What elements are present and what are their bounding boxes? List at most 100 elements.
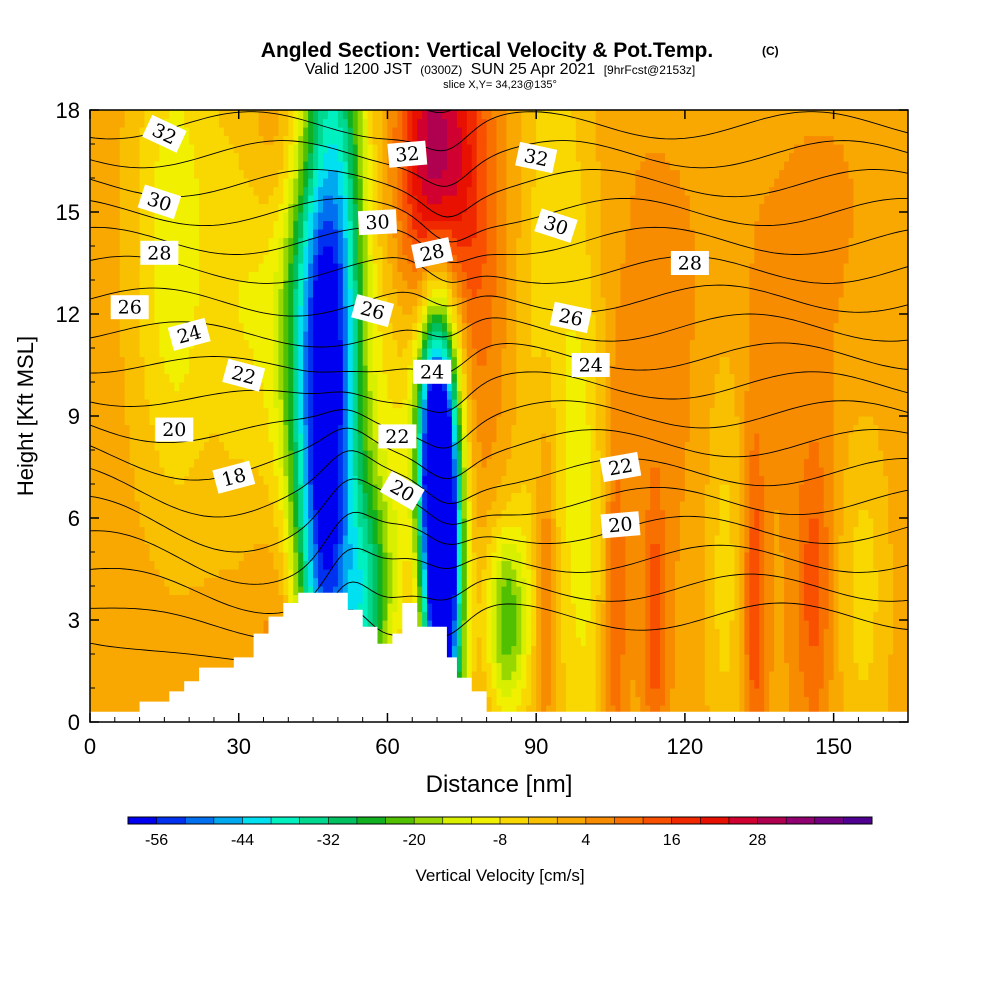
heatmap-cell (149, 373, 156, 383)
heatmap-cell (303, 169, 309, 179)
heatmap-cell (412, 407, 418, 417)
heatmap-cell (199, 552, 205, 562)
heatmap-cell (104, 382, 111, 392)
heatmap-cell (90, 288, 96, 298)
heatmap-cell (352, 399, 359, 409)
heatmap-cell (189, 586, 195, 596)
heatmap-cell (327, 186, 334, 196)
heatmap-cell (308, 560, 314, 570)
heatmap-cell (218, 237, 225, 247)
heatmap-cell (119, 161, 126, 171)
heatmap-cell (144, 518, 151, 528)
heatmap-cell (407, 518, 413, 528)
heatmap-cell (308, 161, 314, 171)
heatmap-cell (337, 271, 344, 281)
heatmap-cell (352, 526, 359, 536)
heatmap-cell (337, 254, 344, 264)
heatmap-cell (99, 679, 106, 689)
heatmap-cell (412, 390, 418, 400)
heatmap-cell (129, 152, 136, 162)
heatmap-cell (124, 280, 131, 290)
heatmap-cell (377, 535, 384, 545)
heatmap-cell (392, 195, 398, 205)
heatmap-cell (139, 220, 146, 230)
heatmap-cell (218, 263, 225, 273)
heatmap-cell (323, 382, 329, 392)
heatmap-cell (402, 586, 408, 596)
heatmap-cell (159, 220, 165, 230)
heatmap-cell (114, 254, 121, 264)
heatmap-cell (303, 178, 309, 188)
heatmap-cell (169, 280, 175, 290)
heatmap-cell (119, 229, 126, 239)
heatmap-cell (204, 390, 210, 400)
heatmap-cell (233, 509, 240, 519)
heatmap-cell (422, 569, 428, 579)
heatmap-cell (179, 161, 185, 171)
heatmap-cell (362, 254, 369, 264)
heatmap-cell (119, 688, 126, 698)
heatmap-cell (90, 144, 96, 154)
heatmap-cell (139, 526, 146, 536)
heatmap-cell (412, 229, 418, 239)
heatmap-cell (228, 518, 235, 528)
heatmap-cell (243, 348, 250, 358)
heatmap-cell (199, 569, 205, 579)
heatmap-cell (288, 169, 294, 179)
heatmap-cell (90, 135, 96, 145)
heatmap-cell (422, 424, 428, 434)
heatmap-cell (164, 399, 170, 409)
heatmap-cell (119, 662, 126, 672)
heatmap-cell (273, 186, 279, 196)
heatmap-cell (129, 407, 136, 417)
heatmap-cell (228, 637, 235, 647)
heatmap-cell (204, 263, 210, 273)
heatmap-cell (377, 237, 384, 247)
heatmap-cell (119, 637, 126, 647)
heatmap-cell (243, 424, 250, 434)
heatmap-cell (327, 220, 334, 230)
heatmap-cell (308, 382, 314, 392)
heatmap-cell (273, 178, 279, 188)
heatmap-cell (377, 348, 384, 358)
heatmap-cell (104, 246, 111, 256)
heatmap-cell (248, 339, 255, 349)
heatmap-cell (342, 152, 349, 162)
heatmap-cell (303, 229, 309, 239)
heatmap-cell (159, 450, 165, 460)
heatmap-cell (308, 543, 314, 553)
heatmap-cell (238, 552, 245, 562)
heatmap-cell (129, 552, 136, 562)
heatmap-cell (233, 322, 240, 332)
heatmap-cell (213, 662, 220, 672)
heatmap-cell (377, 390, 384, 400)
heatmap-cell (99, 569, 106, 579)
heatmap-cell (119, 441, 126, 451)
heatmap-cell (104, 399, 111, 409)
heatmap-cell (199, 560, 205, 570)
heatmap-cell (268, 416, 275, 426)
heatmap-cell (238, 271, 245, 281)
heatmap-cell (149, 407, 156, 417)
heatmap-cell (303, 220, 309, 230)
heatmap-cell (372, 467, 379, 477)
heatmap-cell (278, 569, 284, 579)
heatmap-cell (199, 127, 205, 137)
heatmap-cell (218, 586, 225, 596)
heatmap-cell (342, 127, 349, 137)
heatmap-cell (218, 603, 225, 613)
heatmap-cell (99, 288, 106, 298)
heatmap-cell (273, 535, 279, 545)
heatmap-cell (204, 203, 210, 213)
heatmap-cell (422, 399, 428, 409)
heatmap-cell (352, 135, 359, 145)
heatmap-cell (223, 195, 230, 205)
heatmap-cell (233, 297, 240, 307)
heatmap-cell (189, 246, 195, 256)
heatmap-cell (228, 263, 235, 273)
heatmap-cell (99, 229, 106, 239)
heatmap-cell (392, 186, 398, 196)
heatmap-cell (253, 305, 260, 315)
heatmap-cell (293, 152, 299, 162)
heatmap-cell (144, 603, 151, 613)
